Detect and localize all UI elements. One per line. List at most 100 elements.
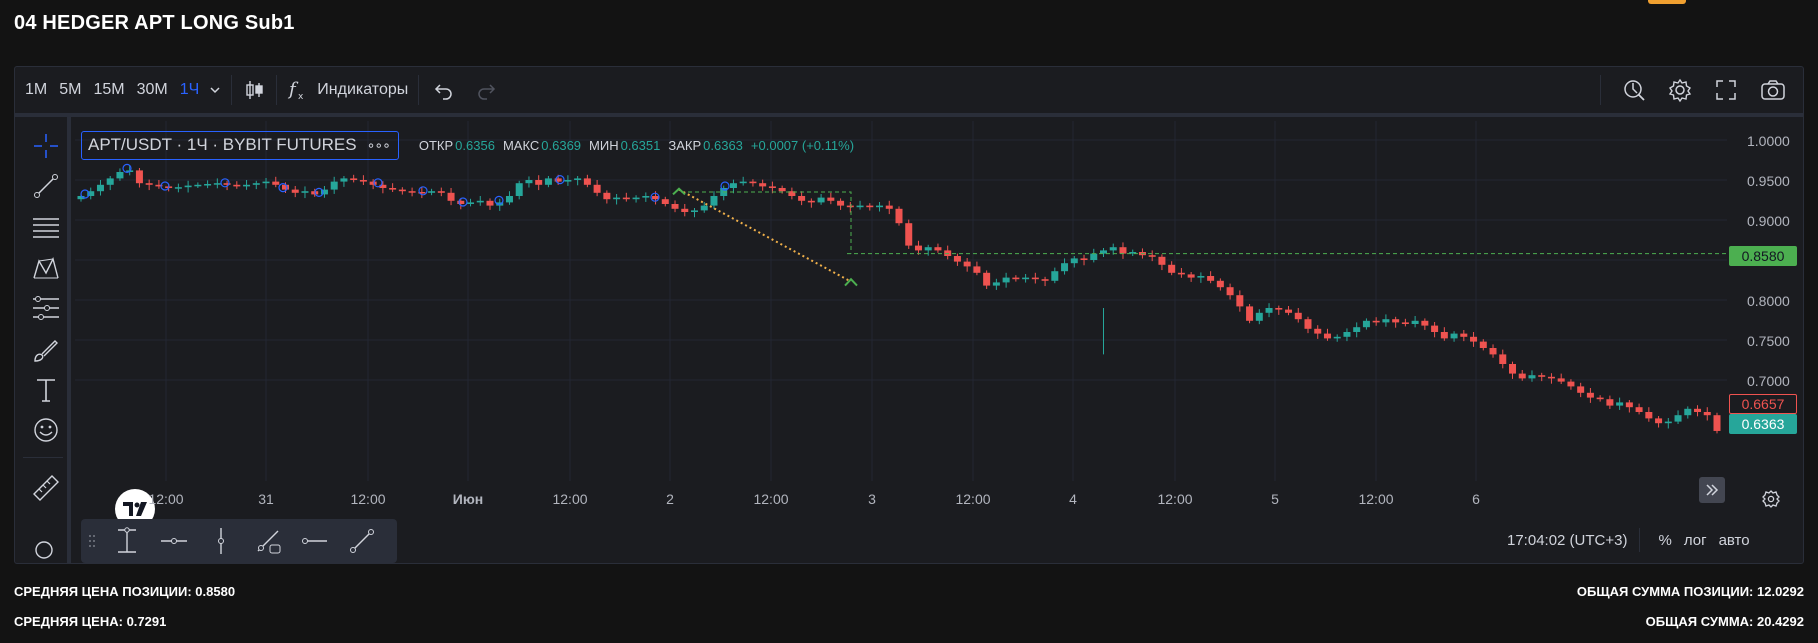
chart-pane[interactable]: APT/USDT · 1Ч · BYBIT FUTURES ∘∘∘ ОТКР 0…	[75, 121, 1727, 549]
undo-icon[interactable]	[433, 79, 455, 101]
candle-body	[1031, 277, 1039, 280]
interval-30m[interactable]: 30М	[136, 81, 168, 98]
price-tick: 0.7500	[1747, 333, 1790, 349]
trade-marker	[418, 186, 428, 196]
candle-body	[1460, 333, 1468, 337]
candle-body	[1051, 271, 1059, 281]
candlestick-chart[interactable]	[75, 121, 1727, 549]
anchored-line-icon[interactable]	[244, 521, 291, 561]
interval-1h[interactable]: 1Ч	[179, 81, 200, 98]
time-axis[interactable]: 12:00 31 12:00 Июн 12:00 2 12:00 3 12:00…	[75, 485, 1727, 511]
candle-body	[768, 186, 776, 188]
emoji-icon[interactable]	[31, 415, 61, 445]
symbol-button[interactable]: APT/USDT · 1Ч · BYBIT FUTURES ∘∘∘	[81, 131, 399, 160]
top-accent-button[interactable]	[1648, 0, 1686, 4]
horizontal-ray-icon[interactable]	[150, 521, 197, 561]
interval-15m[interactable]: 15М	[93, 81, 125, 98]
candle-body	[1022, 277, 1030, 280]
more-icon[interactable]: ∘∘∘	[366, 136, 391, 153]
candle-body	[622, 197, 630, 200]
time-tick: 12:00	[148, 491, 184, 507]
ruler-icon[interactable]	[31, 473, 61, 503]
candle-body	[106, 178, 114, 185]
page-title: 04 HEDGER APT LONG Sub1	[14, 12, 295, 34]
zoom-icon[interactable]	[31, 537, 61, 563]
candle-body	[681, 208, 689, 212]
crosshair-icon[interactable]	[31, 131, 61, 161]
candle-body	[1450, 333, 1458, 339]
redo-icon[interactable]	[475, 79, 497, 101]
candle-body	[1294, 312, 1302, 320]
clock-time[interactable]: 17:04:02 (UTC+3)	[1507, 531, 1628, 549]
candle-body	[953, 256, 961, 262]
candle-body	[1100, 250, 1107, 254]
vertical-line-icon[interactable]	[197, 521, 244, 561]
horizontal-segment-icon[interactable]	[291, 521, 338, 561]
candle-body	[155, 184, 163, 187]
pattern-icon[interactable]	[31, 253, 61, 283]
candle-body	[866, 205, 874, 208]
candle-body	[1577, 386, 1585, 393]
chart-type-candles-icon[interactable]	[242, 78, 266, 102]
candle-body	[1567, 381, 1575, 387]
candle-body	[1061, 263, 1069, 272]
candle-body	[428, 191, 436, 193]
candle-body	[379, 184, 387, 188]
fullscreen-icon[interactable]	[1713, 77, 1739, 103]
price-tick: 1.0000	[1747, 133, 1790, 149]
candle-body	[671, 204, 679, 209]
candle-body	[505, 196, 513, 203]
candle-body	[856, 205, 864, 208]
trend-line-icon[interactable]	[31, 171, 61, 201]
price-scale[interactable]: 1.0000 0.9500 0.9000 0.8500 0.8000 0.750…	[1727, 121, 1803, 549]
text-icon[interactable]	[31, 375, 61, 405]
log-scale-button[interactable]: лог	[1683, 531, 1707, 549]
candle-body	[729, 183, 737, 188]
snapshot-icon[interactable]	[1759, 77, 1787, 103]
fib-icon[interactable]	[31, 293, 61, 323]
candle-body	[1158, 256, 1166, 265]
candle-body	[1382, 319, 1390, 323]
candle-body	[1275, 308, 1283, 310]
interval-dropdown-chevron-down-icon[interactable]	[209, 84, 221, 96]
candle-body	[1479, 341, 1487, 348]
candle-body	[1635, 407, 1643, 412]
time-tick: 3	[868, 491, 876, 507]
percent-scale-button[interactable]: %	[1658, 531, 1672, 549]
interval-5m[interactable]: 5М	[59, 81, 82, 98]
total-sum: ОБЩАЯ СУММА: 20.4292	[1645, 614, 1804, 629]
segment-line-icon[interactable]	[338, 521, 385, 561]
auto-scale-button[interactable]: авто	[1718, 531, 1750, 549]
candle-body	[1304, 319, 1312, 329]
open-label: ОТКР	[418, 138, 454, 153]
candle-body	[1343, 332, 1351, 337]
scroll-to-realtime-icon[interactable]	[1699, 477, 1725, 503]
candle-body	[320, 189, 328, 195]
candle-body	[389, 188, 397, 190]
interval-1m[interactable]: 1М	[25, 81, 48, 98]
trade-marker	[373, 178, 383, 188]
candle-body	[467, 202, 475, 204]
horizontal-lines-icon[interactable]	[31, 213, 61, 243]
candle-body	[1499, 354, 1507, 364]
candle-body	[350, 178, 358, 180]
replay-icon[interactable]	[1621, 77, 1647, 103]
axis-settings-icon[interactable]	[1761, 489, 1781, 509]
low-value: 0.6351	[620, 138, 661, 153]
candle-body	[1489, 348, 1497, 355]
brush-icon[interactable]	[31, 335, 61, 365]
drawing-toolbar	[15, 117, 71, 563]
price-range-icon[interactable]	[103, 521, 150, 561]
candle-body	[1606, 399, 1614, 406]
trade-marker	[122, 163, 132, 174]
candle-body	[369, 181, 377, 185]
candle-body	[700, 205, 708, 211]
candle-body	[1197, 276, 1205, 278]
drag-handle-icon[interactable]	[81, 534, 103, 548]
settings-icon[interactable]	[1667, 77, 1693, 103]
candle-body	[359, 180, 367, 182]
candle-body	[885, 205, 893, 209]
candle-body	[739, 181, 747, 184]
